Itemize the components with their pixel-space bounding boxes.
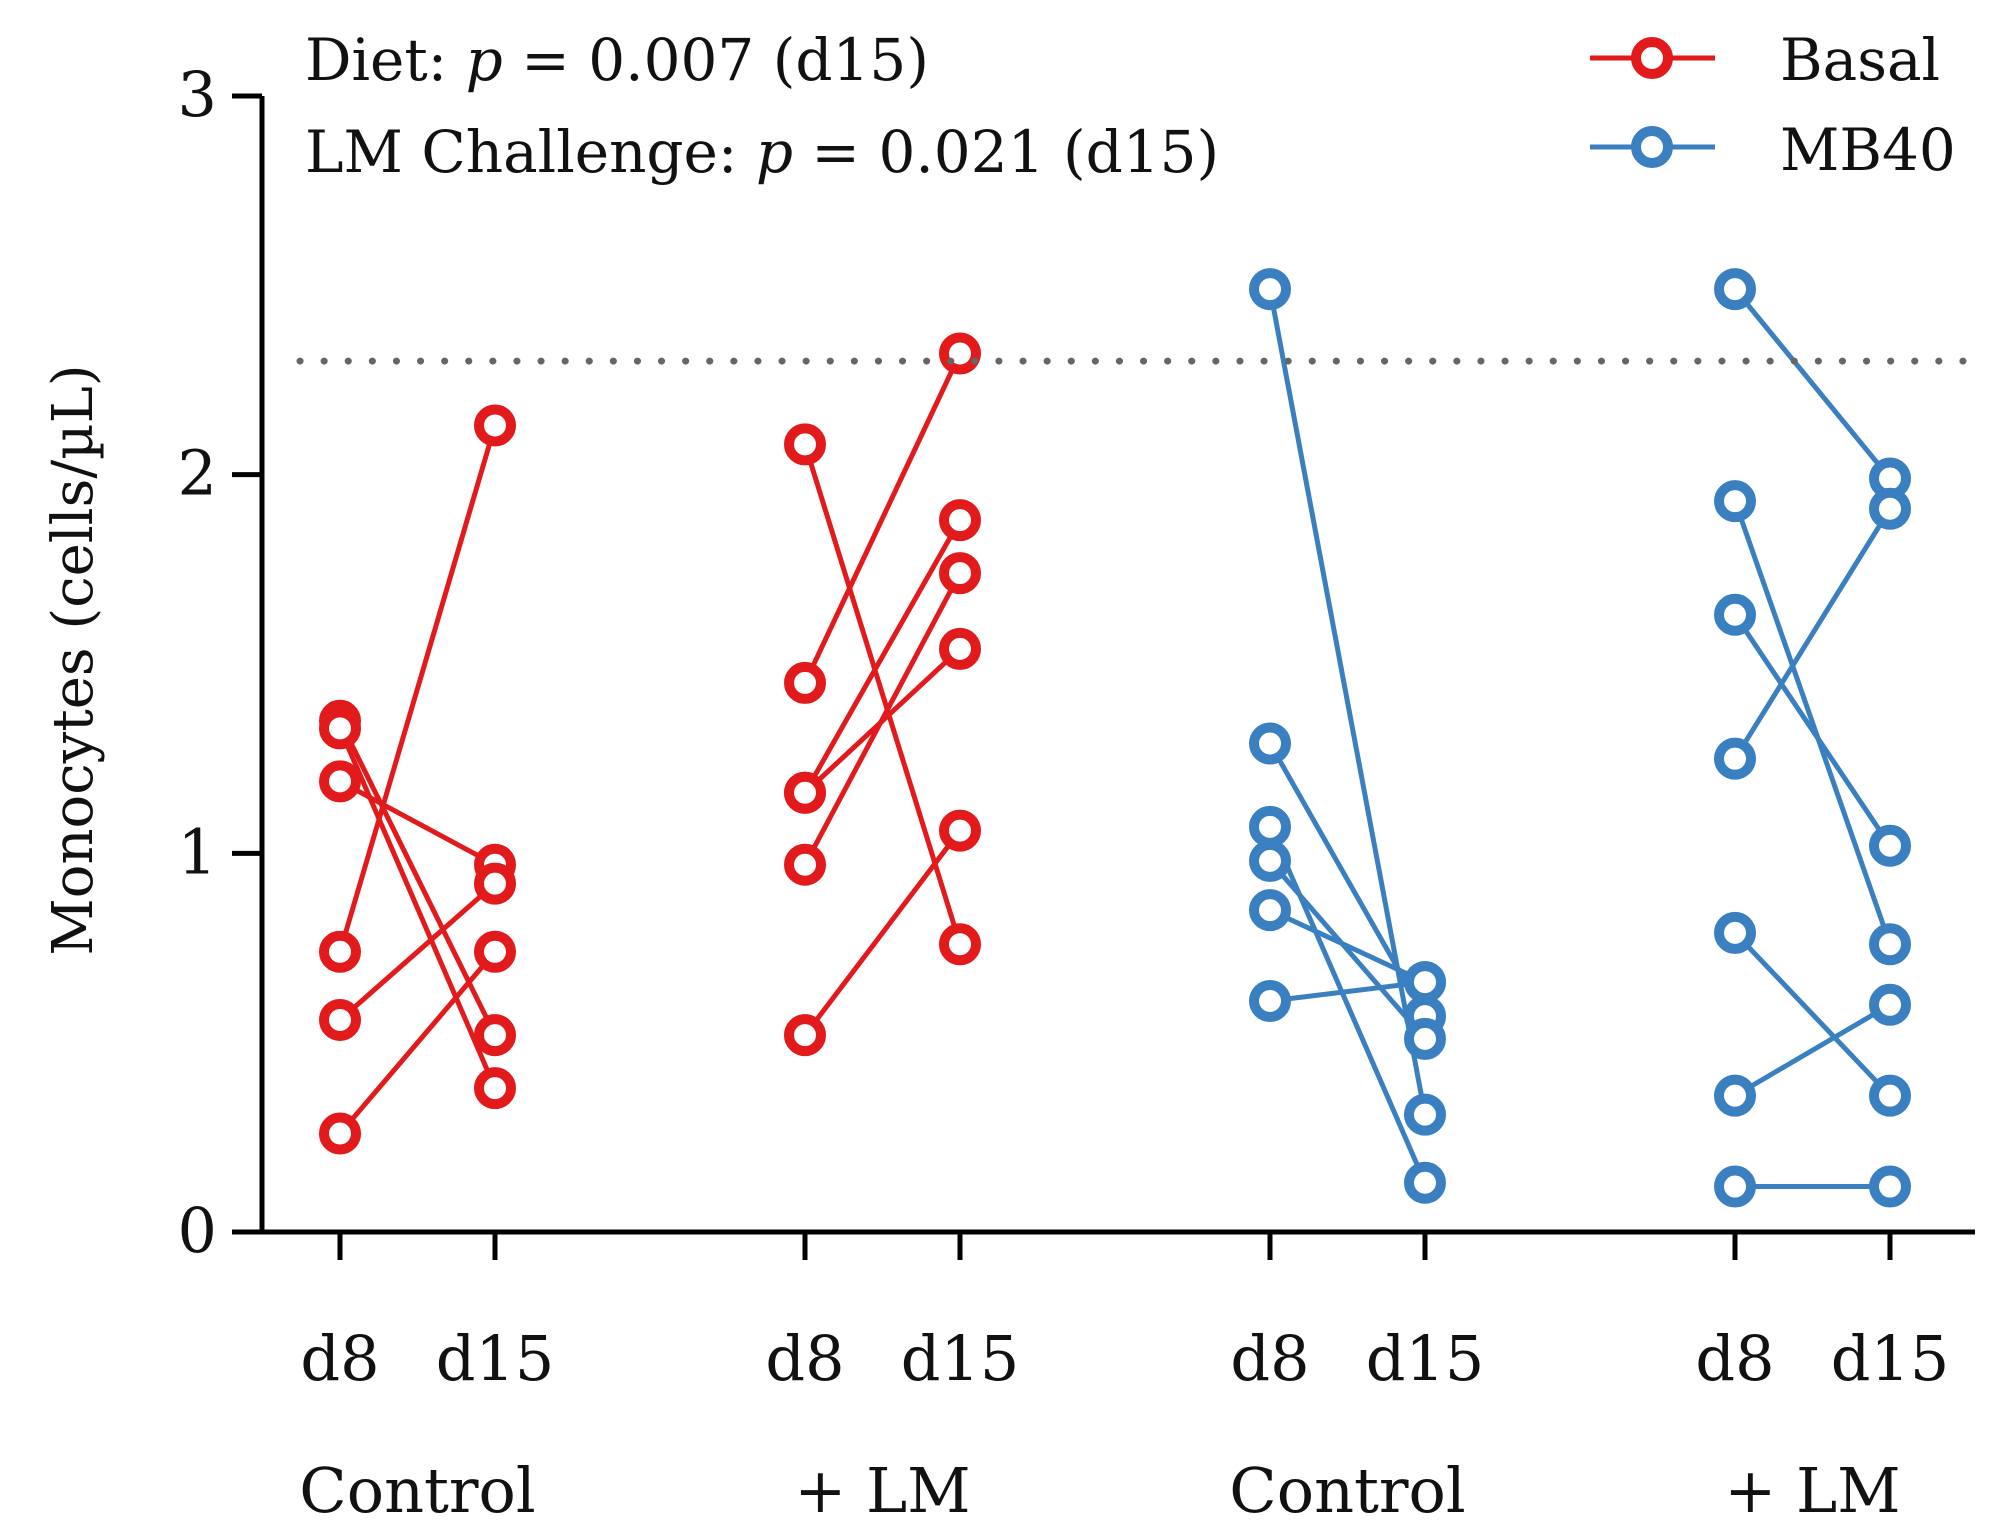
point-g1-0-d8 (784, 423, 826, 466)
group-label-1: + LM (794, 1454, 970, 1527)
x-tick-label-g2-d15: d15 (1366, 1322, 1485, 1395)
point-g1-2-d15 (939, 627, 981, 670)
pair-line-g0-1 (337, 727, 498, 1090)
y-tick-label-0: 0 (178, 1194, 217, 1267)
point-g3-4-d8 (1714, 911, 1756, 954)
x-tick-label-g1-d15: d15 (901, 1322, 1020, 1395)
pair-line-g0-3 (337, 424, 498, 953)
point-g3-6-d8 (1714, 1165, 1756, 1208)
point-g2-2-d8 (1249, 805, 1291, 848)
point-g3-4-d15 (1869, 1074, 1911, 1117)
pair-line-g1-5 (802, 518, 963, 794)
point-g2-5-d8 (1249, 980, 1291, 1023)
x-tick-label-g1-d8: d8 (765, 1322, 844, 1395)
pair-line-g3-2 (1732, 613, 1893, 848)
point-g3-5-d15 (1869, 983, 1911, 1026)
series-group-3-mb40 (1714, 268, 1911, 1208)
point-g0-0-d15 (474, 1014, 516, 1057)
point-g3-2-d15 (1869, 824, 1911, 867)
x-tick-label-g2-d8: d8 (1230, 1322, 1309, 1395)
y-axis-ticks: 0 1 2 3 (178, 58, 262, 1267)
pair-line-g0-2 (338, 779, 497, 867)
point-g3-2-d8 (1714, 593, 1756, 636)
point-g3-6-d15 (1869, 1165, 1911, 1208)
pair-line-g3-5 (1733, 1002, 1892, 1098)
y-tick-label-1: 1 (178, 815, 217, 888)
point-g1-4-d15 (939, 809, 981, 852)
point-g3-5-d8 (1714, 1074, 1756, 1117)
point-g3-3-d15 (1869, 487, 1911, 530)
point-g2-1-d8 (1249, 722, 1291, 765)
point-g0-4-d8 (319, 998, 361, 1041)
y-tick-label-3: 3 (178, 58, 217, 131)
pair-line-g2-4 (1268, 907, 1427, 985)
point-g2-4-d8 (1249, 889, 1291, 932)
point-g2-5-d15 (1404, 961, 1446, 1004)
x-tick-label-g3-d15: d15 (1831, 1322, 1950, 1395)
group-label-2: Control (1229, 1454, 1465, 1527)
legend-marker-basal (1631, 37, 1673, 79)
pair-line-g0-4 (338, 881, 497, 1022)
plot-marks (319, 268, 1911, 1208)
pair-line-g1-4 (803, 829, 962, 1037)
point-g2-0-d8 (1249, 268, 1291, 311)
legend-entry-mb40: MB40 (1590, 116, 1956, 184)
annotation-diet: Diet: p = 0.007 (d15) (305, 26, 929, 94)
x-tick-label-g0-d15: d15 (436, 1322, 555, 1395)
point-g1-1-d15 (939, 332, 981, 375)
group-label-0: Control (299, 1454, 535, 1527)
pair-line-g1-3 (802, 571, 963, 866)
x-tick-label-g0-d8: d8 (300, 1322, 379, 1395)
point-g0-4-d15 (474, 862, 516, 905)
series-group-0-basal (319, 404, 516, 1155)
point-g1-5-d15 (939, 499, 981, 542)
point-g1-5-d8 (784, 771, 826, 814)
point-g3-1-d8 (1714, 480, 1756, 523)
pair-line-g3-4 (1733, 931, 1892, 1098)
point-g3-0-d8 (1714, 268, 1756, 311)
legend-label-basal: Basal (1780, 26, 1940, 94)
pair-line-g3-3 (1732, 507, 1893, 760)
legend: Basal MB40 (1590, 26, 1956, 184)
y-tick-label-2: 2 (178, 437, 217, 510)
pair-line-g2-0 (1267, 288, 1428, 1116)
point-g3-3-d8 (1714, 737, 1756, 780)
point-g1-0-d15 (939, 923, 981, 966)
y-axis-title: Monocytes (cells/µL) (41, 364, 106, 955)
point-g0-2-d8 (319, 760, 361, 803)
pair-line-g3-0 (1733, 287, 1892, 481)
point-g2-0-d15 (1404, 1093, 1446, 1136)
point-g0-5-d15 (474, 930, 516, 973)
point-g3-1-d15 (1869, 923, 1911, 966)
point-g2-3-d15 (1404, 1017, 1446, 1060)
point-g0-1-d15 (474, 1067, 516, 1110)
point-g1-4-d8 (784, 1014, 826, 1057)
legend-entry-basal: Basal (1590, 26, 1940, 94)
point-g0-3-d15 (474, 404, 516, 447)
point-g2-2-d15 (1404, 1161, 1446, 1204)
point-g2-3-d8 (1249, 839, 1291, 882)
series-group-1-basal (784, 332, 981, 1057)
series-group-2-mb40 (1249, 268, 1446, 1204)
legend-label-mb40: MB40 (1780, 116, 1956, 184)
legend-marker-mb40 (1631, 126, 1673, 168)
point-g0-5-d8 (319, 1112, 361, 1155)
x-axis-ticks: d8 d15 Control d8 d15 + LM d8 d15 Control d8 d15 + … (299, 1232, 1949, 1527)
group-label-3: + LM (1724, 1454, 1900, 1527)
pair-line-g0-5 (338, 950, 497, 1136)
pair-line-g2-3 (1268, 859, 1427, 1041)
point-g1-1-d8 (784, 661, 826, 704)
point-g1-3-d8 (784, 843, 826, 886)
x-tick-label-g3-d8: d8 (1695, 1322, 1774, 1395)
pair-line-g2-2 (1267, 825, 1428, 1184)
point-g0-1-d8 (319, 707, 361, 750)
point-g0-3-d8 (319, 930, 361, 973)
point-g1-3-d15 (939, 552, 981, 595)
pair-line-g2-5 (1269, 979, 1426, 1004)
pair-line-g1-1 (802, 352, 963, 684)
pair-line-g3-1 (1732, 500, 1893, 946)
annotation-lm-challenge: LM Challenge: p = 0.021 (d15) (305, 118, 1219, 186)
